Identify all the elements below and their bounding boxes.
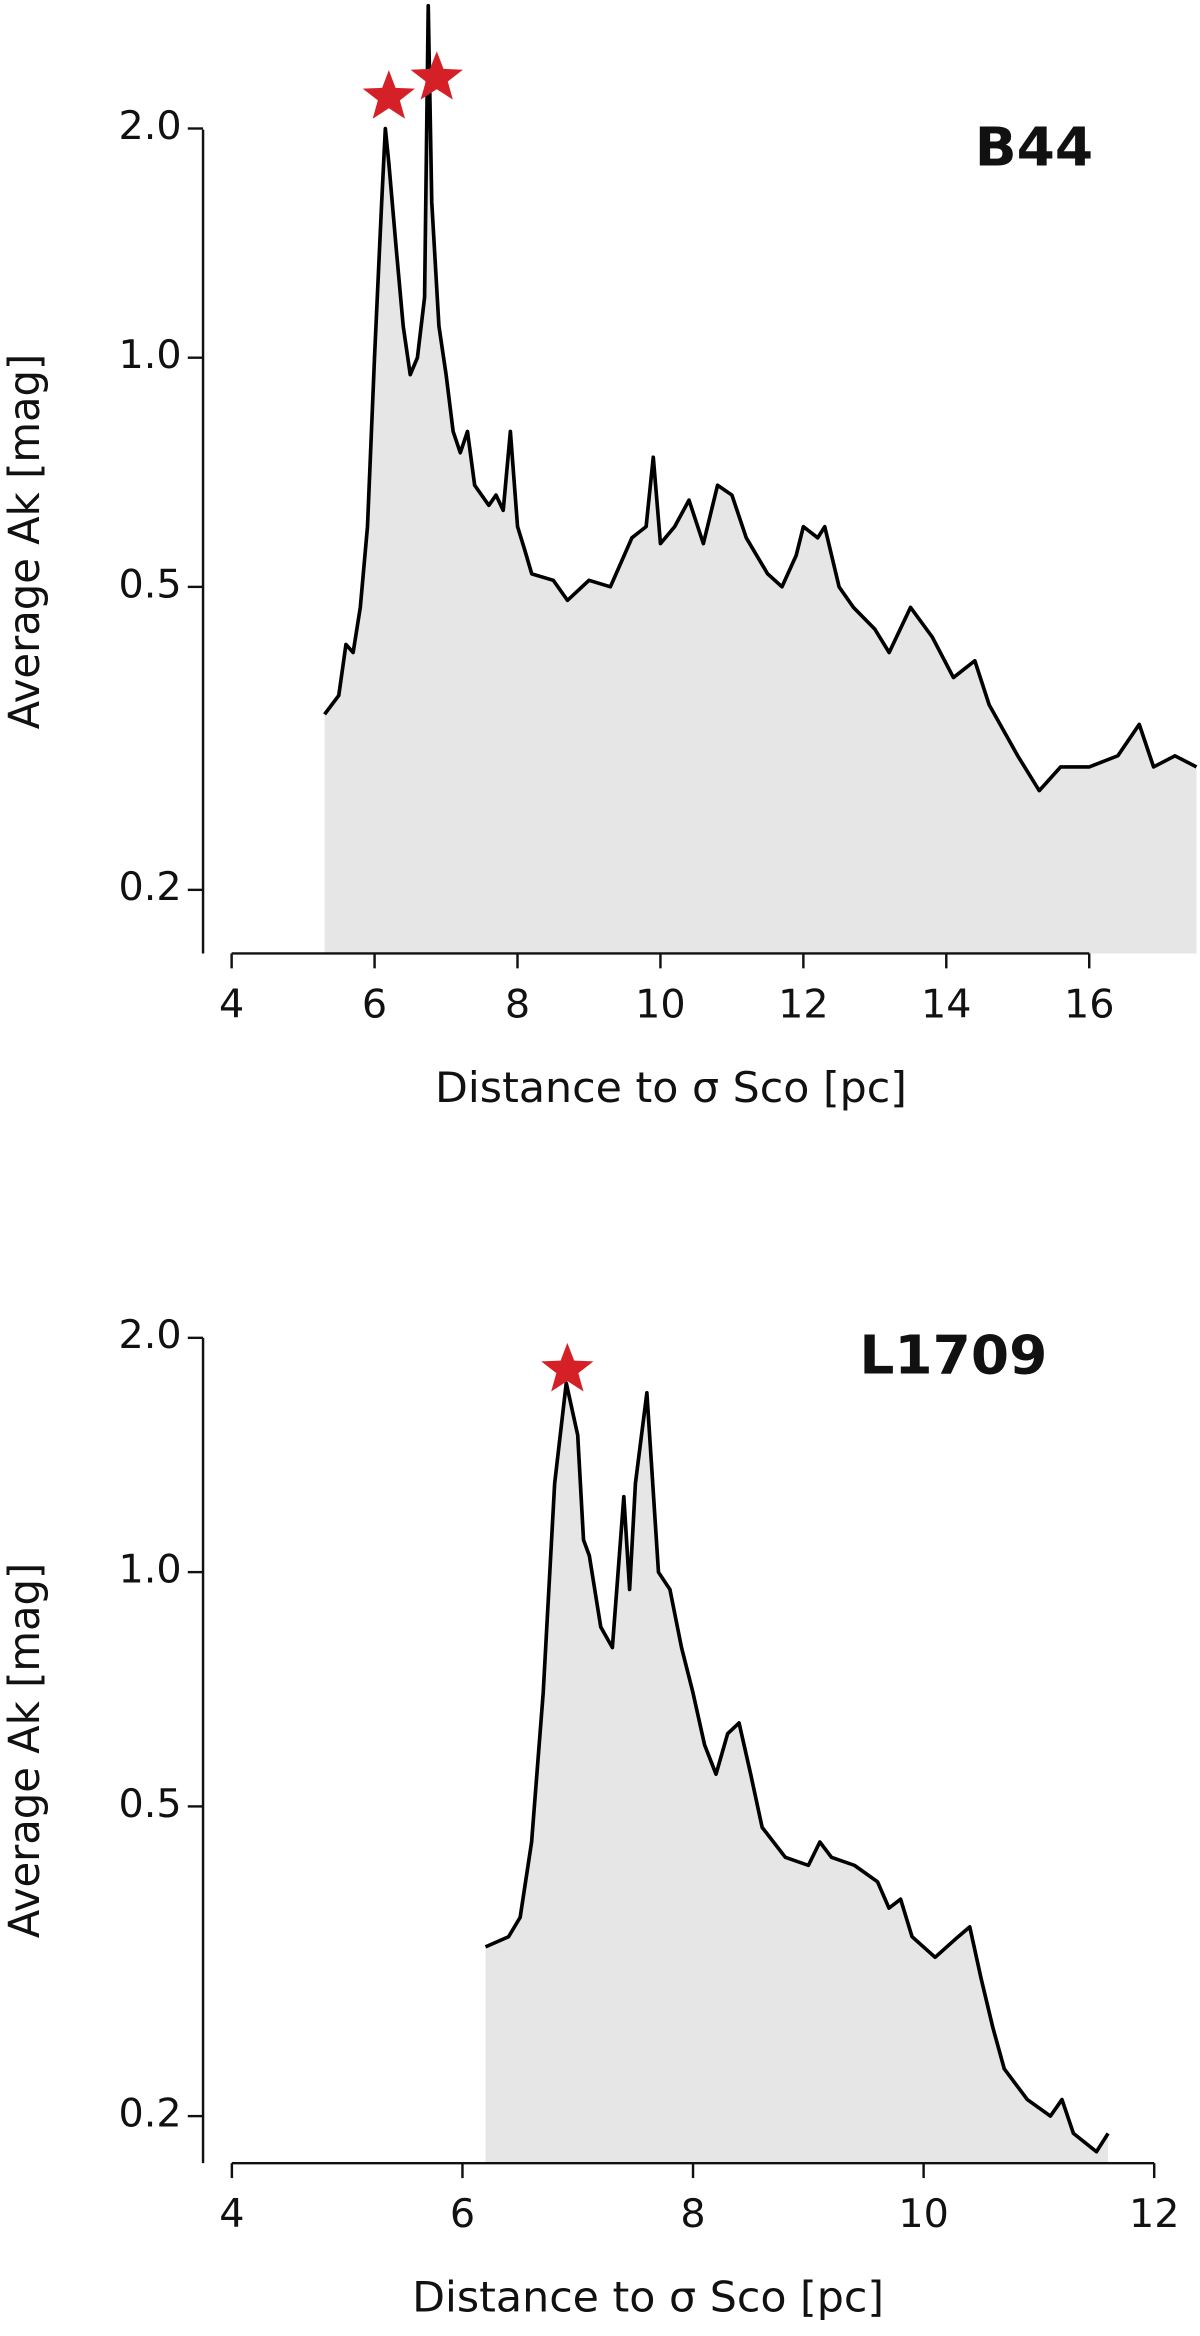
x-axis-label: Distance to σ Sco [pc] — [412, 2273, 884, 2321]
area-fill — [485, 1382, 1109, 2164]
x-tick-label: 14 — [921, 983, 971, 1027]
x-tick-label: 4 — [219, 2193, 244, 2237]
star-marker — [410, 51, 463, 100]
star-marker — [541, 1342, 594, 1392]
x-tick-label: 8 — [680, 2193, 705, 2237]
area-fill — [324, 5, 1197, 954]
y-tick-label: 0.5 — [119, 563, 182, 607]
x-tick-label: 10 — [635, 983, 685, 1027]
x-tick-label: 16 — [1064, 983, 1114, 1027]
y-tick-label: 2.0 — [119, 104, 182, 148]
y-tick-label: 2.0 — [119, 1314, 182, 1358]
x-tick-label: 10 — [898, 2193, 948, 2237]
y-tick-label: 1.0 — [119, 1548, 182, 1592]
y-tick-label: 0.2 — [119, 2092, 182, 2136]
data-line — [484, 1381, 1110, 2154]
y-axis-label: Average Ak [mag] — [0, 1563, 49, 1939]
x-tick-label: 12 — [1129, 2193, 1179, 2237]
x-tick-label: 6 — [362, 983, 387, 1027]
x-axis-label: Distance to σ Sco [pc] — [435, 1063, 907, 1111]
y-tick-label: 1.0 — [119, 334, 182, 378]
x-tick-label: 12 — [778, 983, 828, 1027]
y-axis-label: Average Ak [mag] — [0, 354, 49, 730]
data-line — [323, 3, 1198, 793]
x-tick-label: 8 — [505, 983, 530, 1027]
star-marker — [362, 70, 415, 119]
chart-title: L1709 — [859, 1324, 1047, 1386]
chart-title: B44 — [975, 116, 1093, 178]
x-tick-label: 6 — [450, 2193, 475, 2237]
y-tick-label: 0.5 — [119, 1782, 182, 1826]
x-tick-label: 4 — [219, 983, 244, 1027]
y-tick-label: 0.2 — [119, 866, 182, 910]
